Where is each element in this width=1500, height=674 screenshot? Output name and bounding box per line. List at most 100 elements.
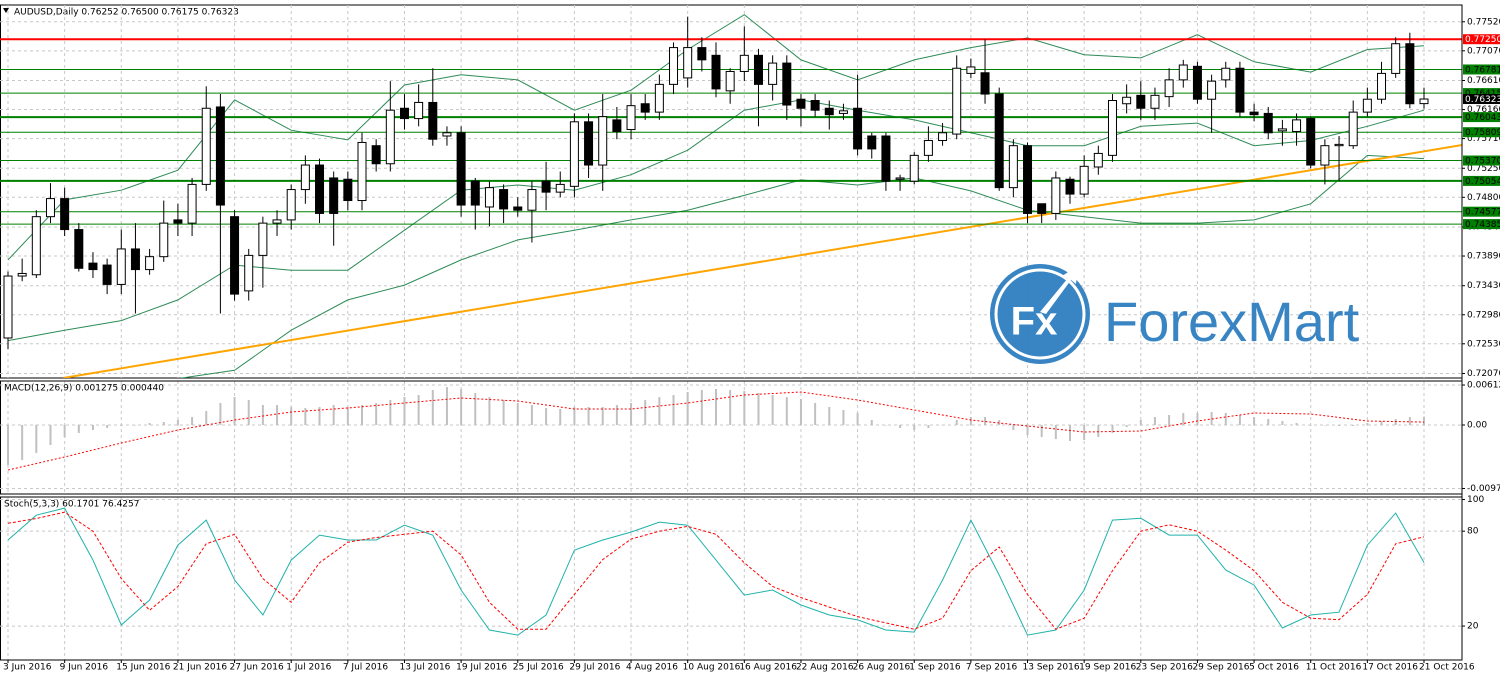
candle-body — [1221, 67, 1231, 81]
candle-body — [1292, 119, 1302, 132]
price-tag: 0.74385 — [1465, 220, 1500, 230]
macd-bar — [1012, 424, 1015, 431]
macd-bar — [573, 407, 576, 425]
macd-bar — [63, 424, 66, 438]
candle-body — [1249, 111, 1259, 116]
macd-bar — [1196, 412, 1199, 425]
macd-bar — [615, 405, 618, 425]
macd-bar — [785, 397, 788, 425]
macd-signal — [7, 391, 1425, 471]
macd-bar — [431, 390, 434, 425]
candle-body — [810, 100, 820, 111]
price-tag-bg — [1463, 206, 1500, 217]
macd-bar — [1125, 424, 1128, 428]
x-tick-label: 29 Jul 2016 — [569, 663, 620, 673]
x-tick-label: 7 Sep 2016 — [966, 663, 1018, 673]
macd-bar — [474, 393, 477, 425]
macd-bar — [700, 390, 703, 425]
x-tick-label: 9 Jun 2016 — [60, 663, 109, 673]
macd-bar — [1408, 417, 1411, 425]
macd-bar — [715, 389, 717, 425]
price-tag-bg — [1463, 34, 1500, 45]
macd-bar — [460, 389, 463, 425]
title-icon — [3, 8, 9, 13]
macd-bar — [276, 405, 279, 425]
macd-bar — [545, 408, 548, 425]
candle-body — [456, 132, 466, 206]
candle-body — [768, 62, 778, 85]
candle-body — [88, 262, 98, 271]
macd-plot — [7, 387, 1425, 471]
macd-bar — [799, 399, 802, 425]
candle-body — [1065, 178, 1075, 195]
macd-bar — [559, 409, 562, 425]
macd-bar — [1153, 417, 1156, 425]
x-tick-label: 1 Sep 2016 — [909, 663, 961, 673]
y-tick-label: -0.00973 — [1467, 484, 1500, 494]
macd-bar — [318, 407, 321, 425]
candle-body — [385, 109, 395, 165]
candle-body — [1306, 118, 1316, 166]
macd-bar — [644, 399, 647, 425]
macd-bar — [361, 405, 363, 425]
macd-bar — [1026, 424, 1029, 435]
macd-bar — [1182, 412, 1185, 425]
x-tick-label: 15 Jun 2016 — [116, 663, 170, 673]
candle-body — [838, 110, 848, 114]
candle-body — [683, 47, 693, 79]
candle-body — [1051, 177, 1061, 214]
price-tag-bg — [1463, 64, 1500, 75]
candle-body — [159, 222, 169, 258]
macd-bar — [1168, 415, 1171, 425]
macd-bar — [1054, 424, 1057, 439]
candle-body — [116, 248, 126, 285]
candle-body — [272, 219, 282, 224]
candle-body — [470, 180, 480, 206]
y-tick-label: 100 — [1467, 495, 1484, 505]
candle-body — [315, 164, 325, 214]
candle-body — [966, 66, 976, 74]
candle-body — [853, 107, 863, 150]
macd-bar — [1069, 424, 1071, 441]
macd-bar — [743, 391, 746, 425]
stoch-line — [7, 507, 1425, 636]
macd-bar — [106, 424, 109, 429]
candle-body — [555, 183, 565, 193]
candle-body — [130, 248, 140, 271]
price-tag: 0.74577 — [1465, 208, 1500, 218]
candle-body — [1150, 94, 1160, 109]
candle-body — [31, 216, 41, 276]
candle-body — [1362, 98, 1372, 113]
candle-body — [1320, 145, 1330, 166]
candle-body — [697, 47, 707, 61]
macd-bar — [884, 424, 887, 426]
candle-body — [1419, 98, 1429, 105]
candle-body — [1008, 145, 1018, 189]
macd-bar — [120, 424, 123, 426]
watermark-text: ForexMart — [1104, 290, 1360, 353]
x-tick-label: 29 Sep 2016 — [1192, 663, 1249, 673]
candle-body — [1334, 143, 1344, 147]
x-tick-label: 13 Jul 2016 — [399, 663, 450, 673]
candle-body — [541, 180, 551, 193]
candle-body — [739, 54, 749, 72]
macd-bar — [984, 417, 987, 425]
macd-bar — [530, 405, 533, 425]
y-tick-label: 0.00 — [1467, 420, 1487, 430]
macd-bar — [375, 402, 378, 425]
macd-bar — [1097, 424, 1100, 438]
candle-body — [612, 119, 622, 132]
price-plot — [0, 14, 1462, 378]
macd-bar — [1352, 424, 1355, 426]
x-tick-label: 22 Aug 2016 — [796, 663, 854, 673]
candle-body — [938, 132, 948, 142]
macd-bar — [247, 399, 250, 425]
candle-body — [173, 219, 183, 224]
macd-bar — [913, 424, 916, 431]
price-tag-bg — [1463, 112, 1500, 123]
macd-bar — [21, 424, 24, 460]
candle-body — [45, 198, 55, 218]
